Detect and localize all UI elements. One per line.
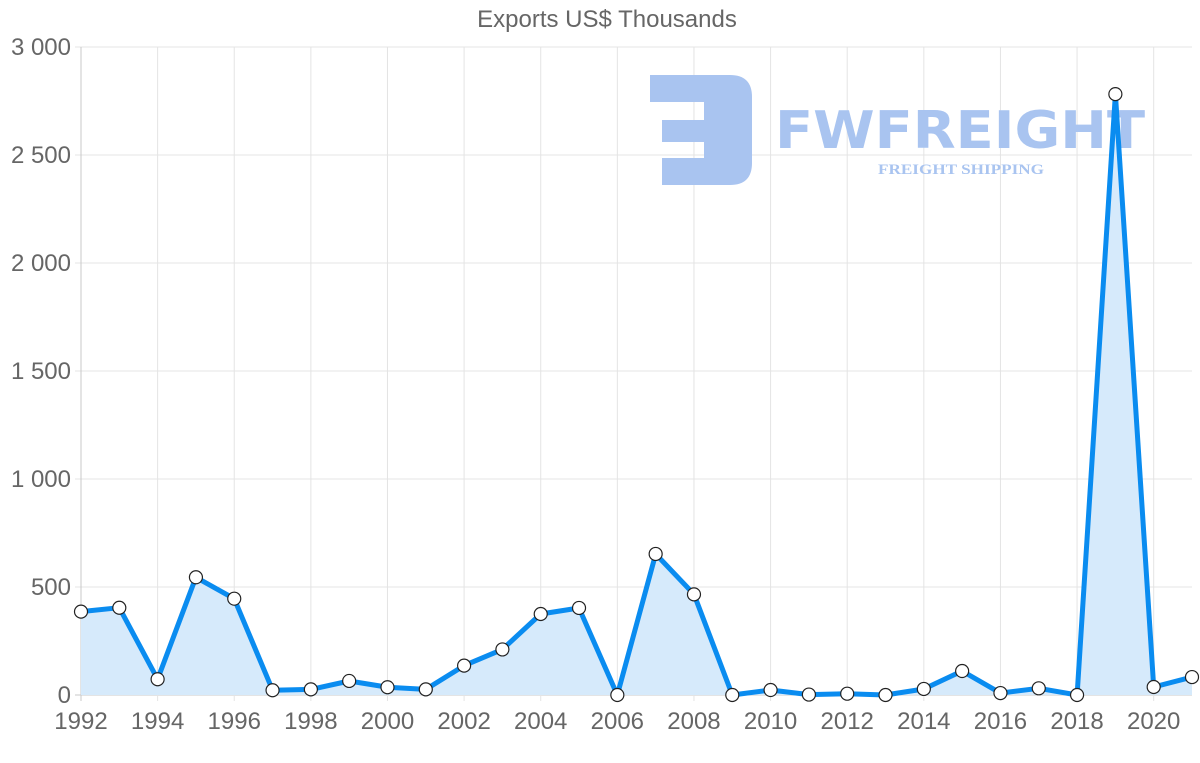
data-point[interactable]: [418, 682, 433, 697]
data-point[interactable]: [380, 680, 395, 695]
grid-lines: [75, 46, 1192, 701]
data-point[interactable]: [1184, 669, 1200, 685]
data-point[interactable]: [533, 606, 548, 622]
x-tick-label: 2012: [821, 708, 874, 735]
data-point[interactable]: [993, 685, 1008, 701]
y-axis-labels: 0 500 1 000 1 500 2 000 2 500 3 000: [11, 34, 71, 709]
chart-title: Exports US$ Thousands: [477, 6, 737, 33]
data-point[interactable]: [188, 570, 204, 585]
x-tick-label: 1996: [208, 708, 261, 735]
y-tick-label: 2 500: [11, 142, 71, 169]
data-point[interactable]: [1031, 681, 1046, 696]
data-point[interactable]: [955, 663, 970, 679]
data-point[interactable]: [73, 604, 89, 619]
data-point[interactable]: [265, 683, 280, 698]
x-tick-label: 2006: [591, 708, 644, 735]
y-tick-label: 2 000: [11, 250, 71, 277]
data-point[interactable]: [342, 673, 357, 689]
y-tick-label: 1 000: [11, 466, 71, 493]
x-tick-label: 1998: [284, 708, 337, 735]
fwfreight-watermark: FWFREIGHT FREIGHT SHIPPING: [650, 75, 1146, 185]
data-point[interactable]: [457, 658, 472, 673]
series-area-fill: [81, 94, 1192, 696]
data-point[interactable]: [303, 682, 318, 697]
x-tick-label: 2014: [897, 708, 950, 735]
y-tick-label: 1 500: [11, 358, 71, 385]
watermark-brand: FWFREIGHT: [775, 101, 1146, 161]
data-point[interactable]: [1146, 679, 1161, 695]
x-tick-label: 2004: [514, 708, 567, 735]
y-tick-label: 500: [31, 574, 71, 601]
x-tick-label: 2008: [667, 708, 720, 735]
x-tick-label: 2002: [437, 708, 490, 735]
x-tick-label: 2000: [361, 708, 414, 735]
x-tick-label: 2020: [1127, 708, 1180, 735]
x-tick-label: 2016: [974, 708, 1027, 735]
data-point[interactable]: [571, 600, 587, 616]
data-point[interactable]: [801, 687, 816, 702]
x-tick-label: 1992: [54, 708, 107, 735]
x-tick-label: 1994: [131, 708, 184, 735]
data-point[interactable]: [227, 591, 242, 606]
data-point[interactable]: [840, 686, 855, 701]
data-point[interactable]: [686, 587, 702, 602]
data-point[interactable]: [1108, 86, 1123, 102]
fwfreight-logo-icon: [650, 75, 752, 185]
data-point[interactable]: [878, 687, 893, 703]
y-tick-label: 0: [58, 682, 71, 709]
x-tick-label: 2010: [744, 708, 797, 735]
data-points: [73, 86, 1200, 703]
series-line: [80, 91, 1193, 698]
data-point[interactable]: [610, 687, 625, 703]
watermark-tagline: FREIGHT SHIPPING: [878, 162, 1044, 178]
data-point[interactable]: [916, 681, 931, 697]
data-point[interactable]: [725, 687, 740, 703]
x-axis-labels: 1992 1994 1996 1998 2000 2002 2004 2006 2008 2010…: [54, 708, 1180, 735]
data-point[interactable]: [1069, 687, 1085, 703]
data-point[interactable]: [112, 600, 127, 615]
data-point[interactable]: [495, 642, 510, 657]
data-point[interactable]: [648, 546, 663, 562]
data-point[interactable]: [150, 672, 165, 687]
data-point[interactable]: [763, 682, 778, 698]
y-tick-label: 3 000: [11, 34, 71, 61]
x-tick-label: 2018: [1050, 708, 1103, 735]
